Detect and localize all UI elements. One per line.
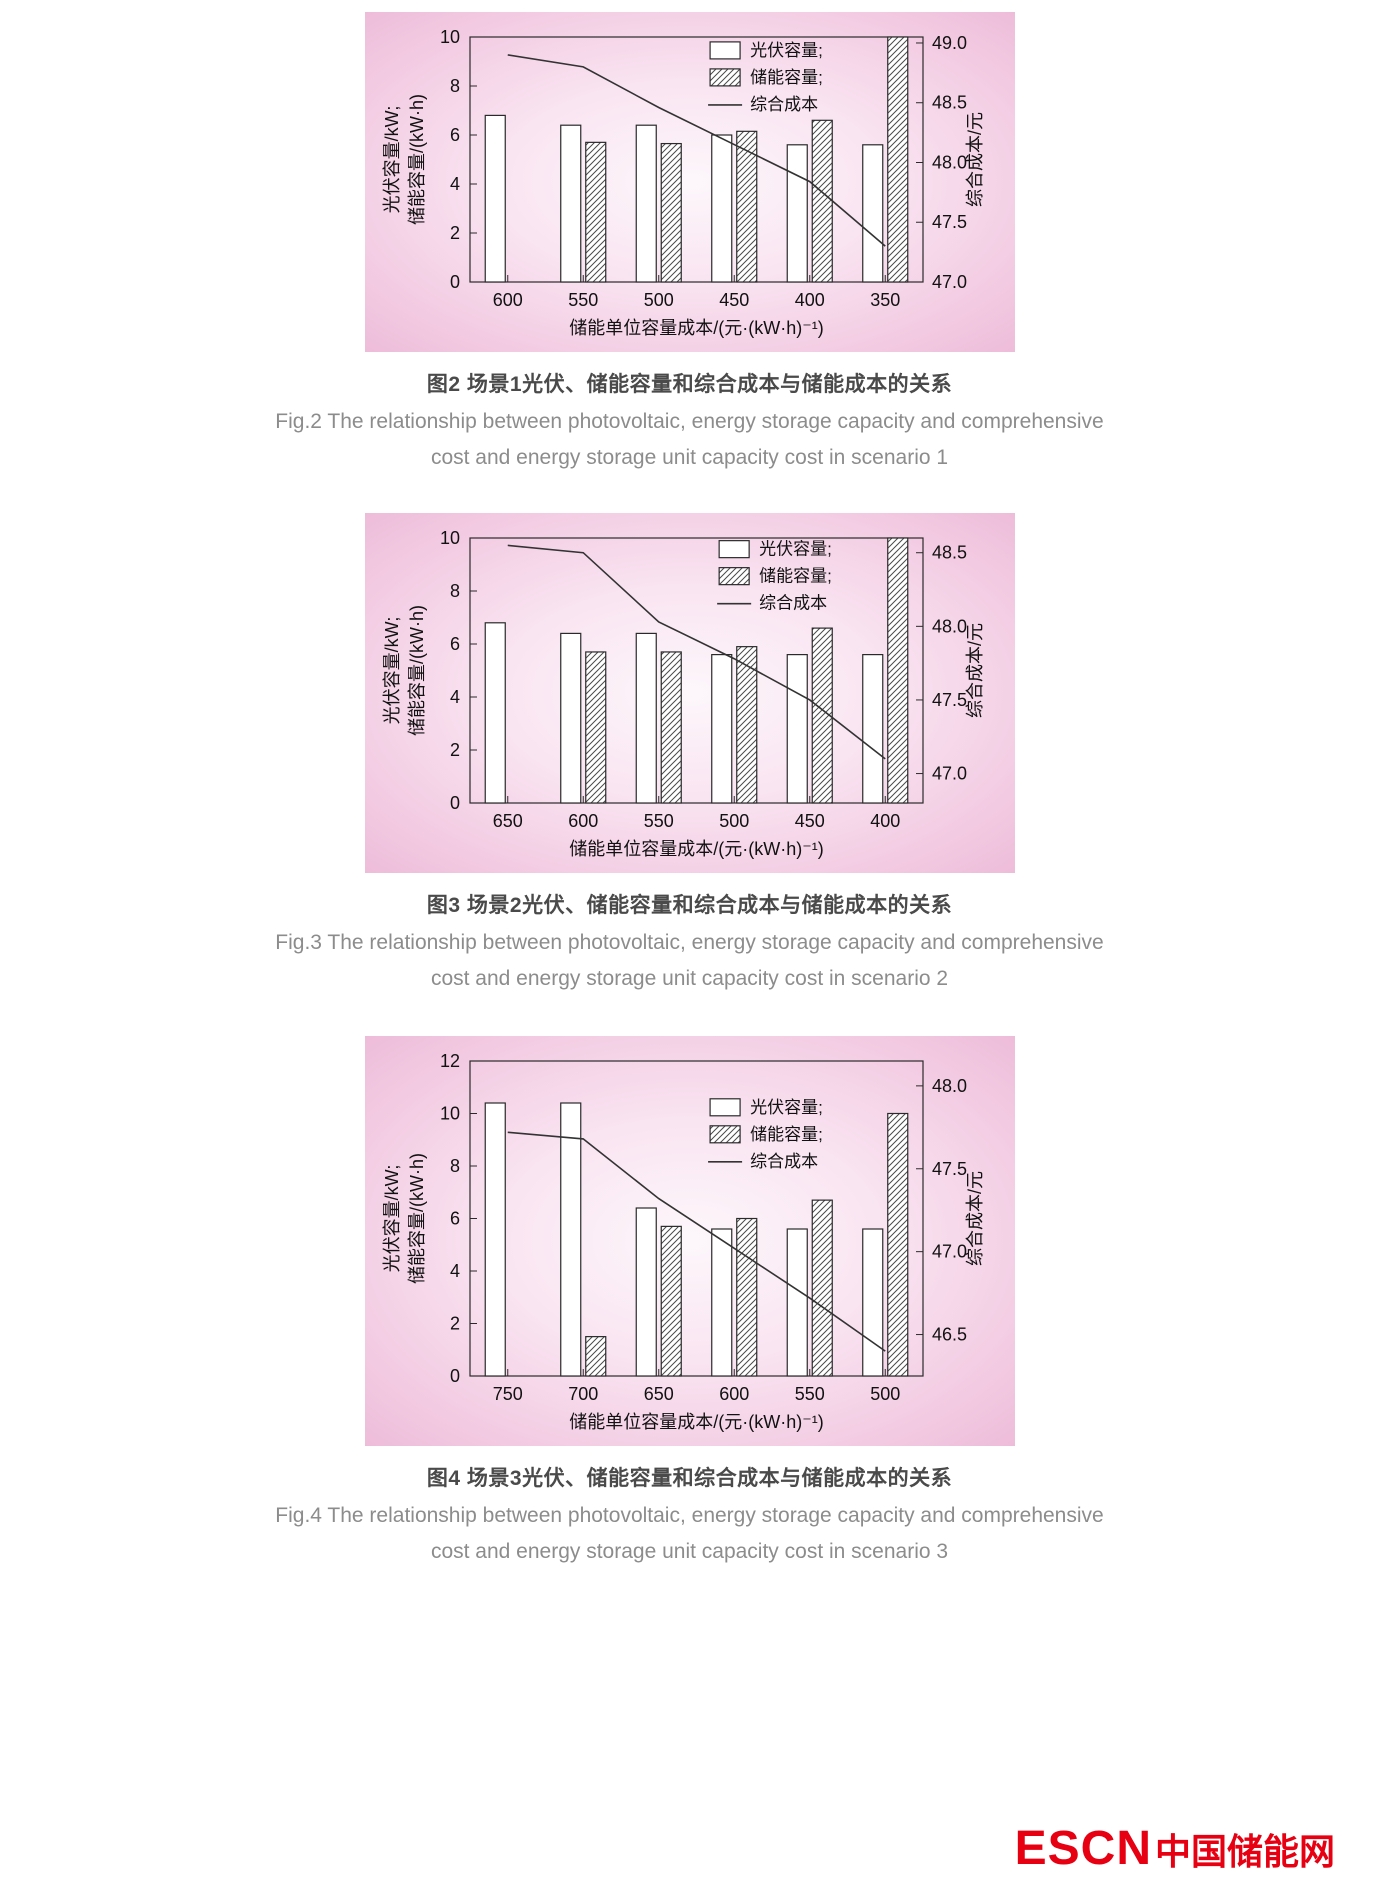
svg-text:0: 0 [449, 1366, 459, 1386]
svg-text:450: 450 [794, 811, 824, 831]
svg-text:光伏容量/kW;: 光伏容量/kW; [382, 617, 402, 725]
svg-text:光伏容量;: 光伏容量; [750, 41, 823, 60]
figure2-caption-en-line1: Fig.2 The relationship between photovolt… [275, 410, 1104, 433]
svg-text:500: 500 [870, 1384, 900, 1404]
svg-text:4: 4 [449, 1261, 459, 1281]
svg-text:600: 600 [492, 290, 522, 310]
svg-text:储能容量;: 储能容量; [750, 68, 823, 87]
svg-text:46.5: 46.5 [932, 1325, 967, 1345]
svg-text:600: 600 [568, 811, 598, 831]
svg-text:4: 4 [449, 174, 459, 194]
svg-text:0: 0 [449, 272, 459, 292]
svg-text:550: 550 [794, 1384, 824, 1404]
svg-text:综合成本/元: 综合成本/元 [965, 623, 985, 718]
svg-text:48.0: 48.0 [932, 1076, 967, 1096]
figure4-caption-zh: 图4 场景3光伏、储能容量和综合成本与储能成本的关系 [426, 1467, 953, 1490]
svg-text:综合成本/元: 综合成本/元 [965, 112, 985, 207]
svg-text:综合成本: 综合成本 [750, 95, 818, 114]
svg-text:10: 10 [439, 1104, 459, 1124]
escn-logo-text: ESCN [1014, 1822, 1152, 1875]
figure-4-block: 0 2 4 6 8 10 12 46.5 47.0 47.5 48.0 750 700 650 600 550… [0, 1036, 1379, 1564]
svg-text:48.5: 48.5 [932, 93, 967, 113]
svg-text:0: 0 [449, 793, 459, 813]
svg-text:650: 650 [492, 811, 522, 831]
svg-text:储能容量/(kW·h): 储能容量/(kW·h) [407, 94, 427, 225]
svg-text:光伏容量/kW;: 光伏容量/kW; [382, 1165, 402, 1273]
svg-text:47.0: 47.0 [932, 272, 967, 292]
svg-text:光伏容量;: 光伏容量; [750, 1098, 823, 1117]
svg-text:47.0: 47.0 [932, 1242, 967, 1262]
svg-text:10: 10 [439, 27, 459, 47]
svg-text:2: 2 [449, 223, 459, 243]
escn-watermark-logo[interactable]: ESCN 中国储能网 [1015, 1821, 1335, 1876]
svg-text:48.5: 48.5 [932, 543, 967, 563]
figure-2-block: 0 2 4 6 8 10 47.0 47.5 48.0 48.5 49.0 600 550 500 450 4… [0, 12, 1379, 470]
svg-text:储能单位容量成本/(元·(kW·h)⁻¹): 储能单位容量成本/(元·(kW·h)⁻¹) [569, 318, 823, 338]
chart-canvas: 0 2 4 6 8 10 12 46.5 47.0 47.5 48.0 750 700 650 600 550… [382, 1051, 985, 1432]
figure2-chart-panel: 0 2 4 6 8 10 47.0 47.5 48.0 48.5 49.0 600 550 500 450 4… [364, 12, 1015, 352]
svg-text:750: 750 [492, 1384, 522, 1404]
svg-text:49.0: 49.0 [932, 33, 967, 53]
svg-text:储能单位容量成本/(元·(kW·h)⁻¹): 储能单位容量成本/(元·(kW·h)⁻¹) [569, 839, 823, 859]
svg-text:47.0: 47.0 [932, 764, 967, 784]
svg-text:8: 8 [449, 76, 459, 96]
svg-text:350: 350 [870, 290, 900, 310]
svg-text:光伏容量;: 光伏容量; [759, 540, 832, 559]
svg-text:6: 6 [449, 634, 459, 654]
svg-text:12: 12 [439, 1051, 459, 1071]
svg-text:储能容量;: 储能容量; [759, 567, 832, 586]
svg-text:450: 450 [719, 290, 749, 310]
figure4-caption-en-line2: cost and energy storage unit capacity co… [430, 1540, 949, 1563]
figure2-caption-zh: 图2 场景1光伏、储能容量和综合成本与储能成本的关系 [426, 373, 953, 396]
svg-text:400: 400 [870, 811, 900, 831]
svg-text:2: 2 [449, 740, 459, 760]
figure4-chart-panel: 0 2 4 6 8 10 12 46.5 47.0 47.5 48.0 750 700 650 600 550… [364, 1036, 1015, 1446]
svg-text:8: 8 [449, 1156, 459, 1176]
figure3-chart-panel: 0 2 4 6 8 10 47.0 47.5 48.0 48.5 650 600 550 500 450 40… [364, 513, 1015, 873]
figure3-caption-en-line1: Fig.3 The relationship between photovolt… [275, 931, 1104, 954]
figure-3-block: 0 2 4 6 8 10 47.0 47.5 48.0 48.5 650 600 550 500 450 40… [0, 513, 1379, 991]
escn-logo-cn-text: 中国储能网 [1154, 1831, 1335, 1872]
svg-text:6: 6 [449, 125, 459, 145]
figure3-caption-en-line2: cost and energy storage unit capacity co… [430, 967, 949, 990]
svg-text:550: 550 [568, 290, 598, 310]
chart-canvas: 0 2 4 6 8 10 47.0 47.5 48.0 48.5 650 600 550 500 450 40… [382, 528, 985, 859]
svg-text:10: 10 [439, 528, 459, 548]
svg-text:48.0: 48.0 [932, 152, 967, 172]
svg-text:47.5: 47.5 [932, 690, 967, 710]
svg-text:650: 650 [643, 1384, 673, 1404]
svg-text:47.5: 47.5 [932, 1159, 967, 1179]
svg-text:综合成本: 综合成本 [750, 1152, 818, 1171]
figure4-caption-en-line1: Fig.4 The relationship between photovolt… [275, 1504, 1104, 1527]
svg-text:48.0: 48.0 [932, 616, 967, 636]
chart-canvas: 0 2 4 6 8 10 47.0 47.5 48.0 48.5 49.0 600 550 500 450 4… [382, 27, 985, 338]
svg-text:储能容量;: 储能容量; [750, 1125, 823, 1144]
svg-text:4: 4 [449, 687, 459, 707]
svg-text:700: 700 [568, 1384, 598, 1404]
figure2-caption-en-line2: cost and energy storage unit capacity co… [430, 446, 949, 469]
svg-text:8: 8 [449, 581, 459, 601]
figure3-caption-zh: 图3 场景2光伏、储能容量和综合成本与储能成本的关系 [426, 894, 953, 917]
svg-text:2: 2 [449, 1314, 459, 1334]
svg-text:储能容量/(kW·h): 储能容量/(kW·h) [407, 605, 427, 736]
svg-text:550: 550 [643, 811, 673, 831]
svg-text:500: 500 [643, 290, 673, 310]
svg-text:600: 600 [719, 1384, 749, 1404]
svg-text:光伏容量/kW;: 光伏容量/kW; [382, 106, 402, 214]
svg-text:储能容量/(kW·h): 储能容量/(kW·h) [407, 1153, 427, 1284]
svg-text:47.5: 47.5 [932, 212, 967, 232]
svg-text:综合成本/元: 综合成本/元 [965, 1171, 985, 1266]
svg-text:500: 500 [719, 811, 749, 831]
svg-text:储能单位容量成本/(元·(kW·h)⁻¹): 储能单位容量成本/(元·(kW·h)⁻¹) [569, 1412, 823, 1432]
svg-text:400: 400 [794, 290, 824, 310]
svg-text:6: 6 [449, 1209, 459, 1229]
svg-text:综合成本: 综合成本 [759, 594, 827, 613]
